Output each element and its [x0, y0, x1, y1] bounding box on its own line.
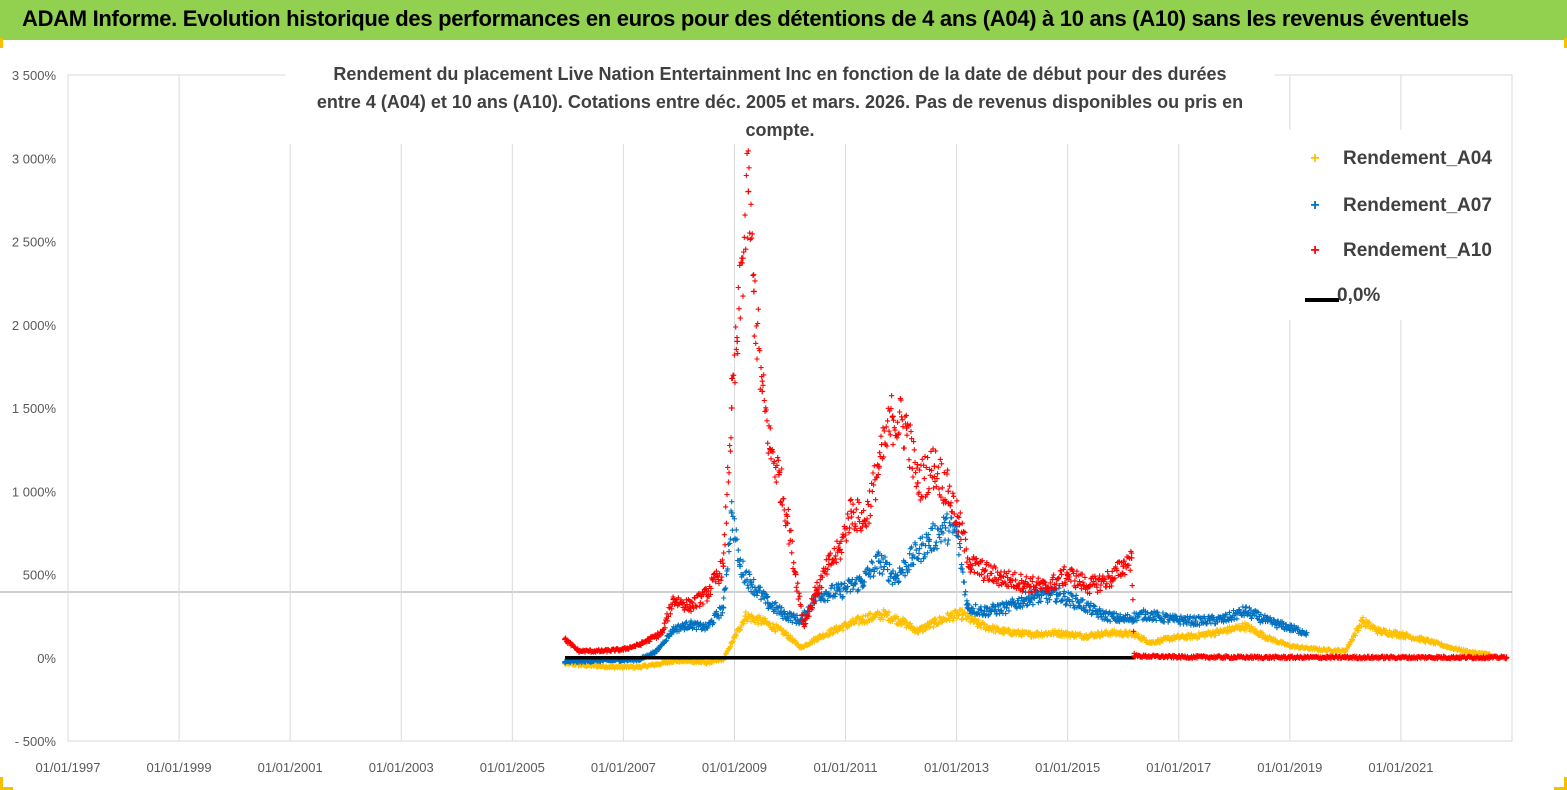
legend-label-a07: Rendement_A07 — [1343, 195, 1492, 216]
chart-title-line-1: Rendement du placement Live Nation Enter… — [333, 64, 1227, 84]
data-point — [942, 524, 949, 531]
x-tick-label: 01/01/2013 — [924, 760, 989, 775]
legend-line-zero — [1305, 298, 1339, 302]
y-tick-label: 2 500% — [12, 235, 57, 250]
y-tick-label: 3 500% — [12, 68, 57, 83]
chart-title: Rendement du placement Live Nation Enter… — [285, 60, 1275, 144]
data-point — [750, 288, 757, 295]
data-point — [931, 463, 938, 470]
legend-marker-a10: + — [1310, 242, 1320, 259]
y-tick-label: 1 500% — [12, 401, 57, 416]
data-point — [728, 405, 735, 411]
y-tick-label: 500% — [23, 568, 57, 583]
corner-mark-top-right — [1554, 38, 1567, 48]
series-rendement-a10 — [562, 148, 1510, 662]
chart-title-line-2: entre 4 (A04) et 10 ans (A10). Cotations… — [316, 92, 1244, 140]
legend-marker-a04: + — [1310, 150, 1320, 167]
legend-label-a04: Rendement_A04 — [1343, 148, 1492, 169]
chart-legend: + Rendement_A04 + Rendement_A07 + Rendem… — [1279, 130, 1509, 320]
series-rendement-a07 — [562, 499, 1310, 666]
y-tick-label: 3 000% — [12, 151, 57, 166]
data-point — [914, 479, 921, 486]
legend-marker-a07: + — [1310, 197, 1320, 214]
x-tick-label: 01/01/1997 — [35, 760, 100, 775]
x-tick-label: 01/01/2007 — [591, 760, 656, 775]
data-point — [745, 188, 752, 195]
y-tick-label: 0% — [37, 651, 56, 666]
banner-title: ADAM Informe. Evolution historique des p… — [22, 6, 1469, 31]
x-tick-label: 01/01/2003 — [369, 760, 434, 775]
corner-mark-bottom-left — [0, 777, 13, 790]
legend-label-zero: 0,0% — [1337, 285, 1381, 306]
y-tick-label: 1 000% — [12, 484, 57, 499]
x-tick-label: 01/01/1999 — [147, 760, 212, 775]
x-tick-label: 01/01/2021 — [1368, 760, 1433, 775]
x-tick-label: 01/01/2015 — [1035, 760, 1100, 775]
x-tick-label: 01/01/2009 — [702, 760, 767, 775]
data-point — [945, 488, 952, 495]
x-tick-label: 01/01/2019 — [1257, 760, 1322, 775]
y-tick-label: 2 000% — [12, 318, 57, 333]
data-point — [875, 558, 882, 565]
x-tick-label: 01/01/2017 — [1146, 760, 1211, 775]
x-tick-label: 01/01/2005 — [480, 760, 545, 775]
legend-label-a10: Rendement_A10 — [1343, 240, 1492, 261]
x-tick-label: 01/01/2001 — [258, 760, 323, 775]
scatter-chart: 01/01/1997 01/01/1999 01/01/2001 01/01/2003… — [0, 68, 1513, 775]
y-tick-label: - 500% — [15, 734, 57, 749]
corner-mark-bottom-right — [1554, 777, 1567, 790]
x-tick-label: 01/01/2011 — [813, 760, 877, 775]
header-banner: ADAM Informe. Evolution historique des p… — [0, 0, 1567, 40]
marker-cloud — [562, 148, 1509, 662]
corner-mark-top-left — [0, 38, 13, 48]
